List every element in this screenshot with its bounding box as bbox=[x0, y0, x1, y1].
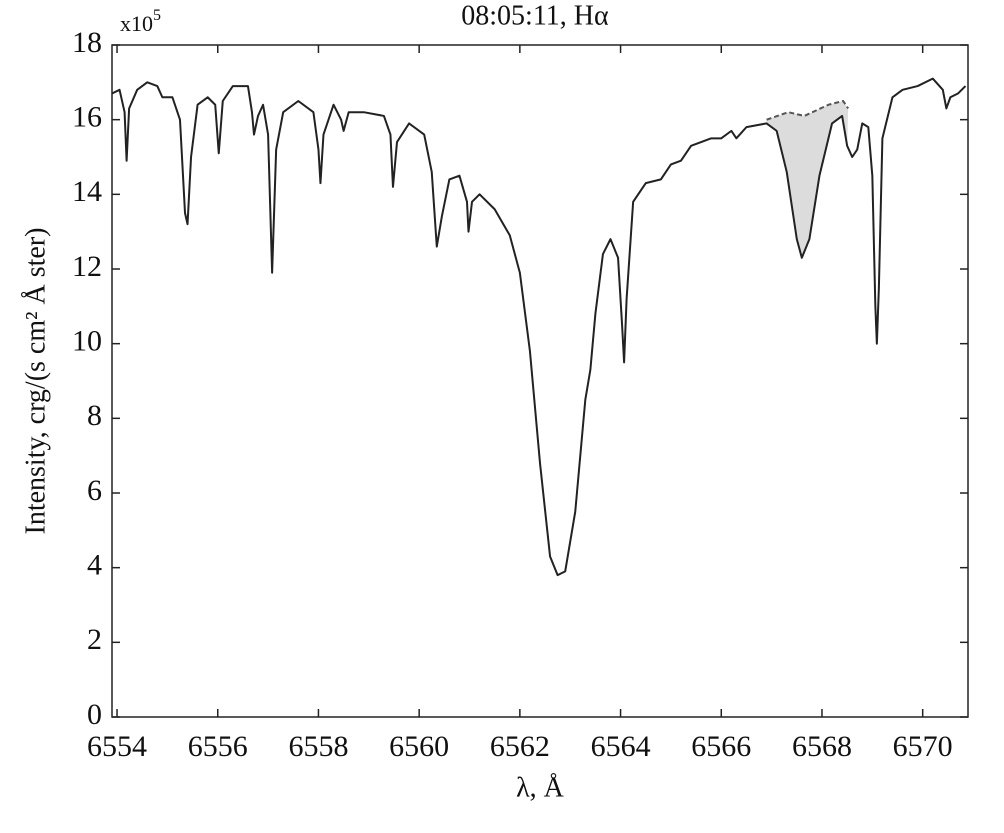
x-tick-label: 6568 bbox=[792, 730, 852, 763]
y-tick-label: 16 bbox=[72, 101, 102, 134]
x-tick-label: 6556 bbox=[188, 730, 248, 763]
y-tick-label: 18 bbox=[72, 26, 102, 59]
dashed-line bbox=[766, 100, 849, 121]
x-axis-label: λ, Å bbox=[516, 772, 565, 803]
y-scale-exponent: 5 bbox=[153, 7, 161, 24]
y-scale-base: x10 bbox=[120, 11, 153, 36]
y-tick-label: 12 bbox=[72, 250, 102, 283]
x-tick-label: 6566 bbox=[691, 730, 751, 763]
plot-frame bbox=[111, 44, 969, 718]
y-tick-label: 10 bbox=[72, 325, 102, 358]
y-tick-label: 2 bbox=[87, 623, 102, 656]
shaded-area bbox=[766, 101, 849, 258]
y-tick-label: 6 bbox=[87, 474, 102, 507]
y-axis-label: Intensity, crg/(s cm² Å ster) bbox=[20, 228, 51, 535]
x-tick-label: 6554 bbox=[87, 730, 147, 763]
x-tick-label: 6560 bbox=[389, 730, 449, 763]
spectrum-line bbox=[111, 77, 967, 577]
y-scale: x105 bbox=[120, 7, 161, 36]
x-tick-label: 6562 bbox=[490, 730, 550, 763]
y-tick-label: 14 bbox=[72, 175, 102, 208]
y-tick-label: 4 bbox=[87, 549, 102, 582]
y-tick-label: 8 bbox=[87, 399, 102, 432]
x-tick-label: 6558 bbox=[288, 730, 348, 763]
y-tick-label: 0 bbox=[87, 698, 102, 731]
chart-title: 08:05:11, Hα bbox=[461, 0, 609, 31]
x-tick-label: 6564 bbox=[591, 730, 651, 763]
x-tick-label: 6570 bbox=[893, 730, 953, 763]
